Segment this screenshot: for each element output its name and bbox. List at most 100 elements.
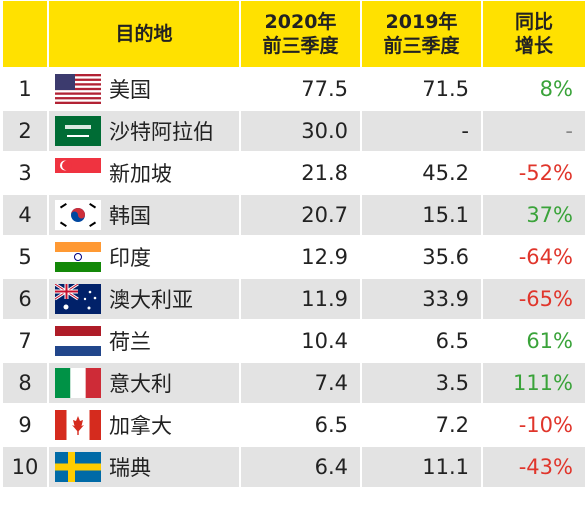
netherlands-flag-icon — [55, 326, 101, 356]
ranking-table: 目的地 2020年 前三季度 2019年 前三季度 同比 增长 1 美国 77.5 7… — [3, 1, 587, 489]
rank-cell: 8 — [3, 363, 49, 405]
rank-cell: 4 — [3, 195, 49, 237]
header-2019-line2: 前三季度 — [383, 35, 460, 57]
value-2019-cell: 45.2 — [362, 153, 483, 195]
value-2020-cell: 10.4 — [241, 321, 362, 363]
country-cell: 美国 — [49, 69, 241, 111]
country-wrap: 新加坡 — [49, 158, 239, 188]
rank-cell: 5 — [3, 237, 49, 279]
country-name: 意大利 — [109, 372, 172, 396]
value-2019-cell: 33.9 — [362, 279, 483, 321]
saudi-flag-icon — [55, 116, 101, 146]
value-2019-cell: - — [362, 111, 483, 153]
value-2019-cell: 6.5 — [362, 321, 483, 363]
country-wrap: 澳大利亚 — [49, 284, 239, 314]
country-name: 澳大利亚 — [109, 288, 193, 312]
rank-cell: 1 — [3, 69, 49, 111]
country-wrap: 加拿大 — [49, 410, 239, 440]
singapore-flag-icon — [55, 158, 101, 188]
value-2019-cell: 7.2 — [362, 405, 483, 447]
growth-cell: -64% — [483, 237, 587, 279]
country-cell: 沙特阿拉伯 — [49, 111, 241, 153]
australia-flag-icon — [55, 284, 101, 314]
country-cell: 加拿大 — [49, 405, 241, 447]
header-growth-line2: 增长 — [514, 35, 553, 57]
country-wrap: 印度 — [49, 242, 239, 272]
value-2020-cell: 7.4 — [241, 363, 362, 405]
country-wrap: 韩国 — [49, 200, 239, 230]
header-2020: 2020年 前三季度 — [241, 1, 362, 69]
country-cell: 意大利 — [49, 363, 241, 405]
table-row: 3 新加坡 21.8 45.2 -52% — [3, 153, 587, 195]
value-2020-cell: 12.9 — [241, 237, 362, 279]
header-2019: 2019年 前三季度 — [362, 1, 483, 69]
header-growth: 同比 增长 — [483, 1, 587, 69]
table-row: 2 沙特阿拉伯 30.0- - — [3, 111, 587, 153]
header-2020-line2: 前三季度 — [262, 35, 339, 57]
value-2020-cell: 30.0 — [241, 111, 362, 153]
country-name: 印度 — [109, 246, 151, 270]
country-cell: 韩国 — [49, 195, 241, 237]
country-name: 荷兰 — [109, 330, 151, 354]
country-wrap: 意大利 — [49, 368, 239, 398]
header-2020-line1: 2020年 — [264, 11, 337, 33]
country-cell: 新加坡 — [49, 153, 241, 195]
rank-cell: 3 — [3, 153, 49, 195]
growth-cell: -10% — [483, 405, 587, 447]
country-name: 瑞典 — [109, 456, 151, 480]
country-wrap: 瑞典 — [49, 452, 239, 482]
canada-flag-icon — [55, 410, 101, 440]
rank-cell: 9 — [3, 405, 49, 447]
value-2020-cell: 77.5 — [241, 69, 362, 111]
value-2019-cell: 71.5 — [362, 69, 483, 111]
table-row: 4 韩国 20.7 15.1 37% — [3, 195, 587, 237]
country-wrap: 沙特阿拉伯 — [49, 116, 239, 146]
header-2019-line1: 2019年 — [385, 11, 458, 33]
india-flag-icon — [55, 242, 101, 272]
header-country: 目的地 — [49, 1, 241, 69]
country-wrap: 美国 — [49, 74, 239, 104]
growth-cell: 37% — [483, 195, 587, 237]
table-header-row: 目的地 2020年 前三季度 2019年 前三季度 同比 增长 — [3, 1, 587, 69]
value-2020-cell: 6.4 — [241, 447, 362, 489]
rank-cell: 7 — [3, 321, 49, 363]
country-name: 沙特阿拉伯 — [109, 120, 214, 144]
growth-cell: -65% — [483, 279, 587, 321]
table-row: 6 澳大利亚 11.9 33.9 -65% — [3, 279, 587, 321]
value-2019-cell: 15.1 — [362, 195, 483, 237]
country-name: 新加坡 — [109, 162, 172, 186]
rank-cell: 2 — [3, 111, 49, 153]
rank-cell: 6 — [3, 279, 49, 321]
country-wrap: 荷兰 — [49, 326, 239, 356]
country-cell: 荷兰 — [49, 321, 241, 363]
value-2020-cell: 11.9 — [241, 279, 362, 321]
growth-cell: 8% — [483, 69, 587, 111]
table-row: 5 印度 12.9 35.6 -64% — [3, 237, 587, 279]
value-2020-cell: 21.8 — [241, 153, 362, 195]
country-cell: 瑞典 — [49, 447, 241, 489]
korea-flag-icon — [55, 200, 101, 230]
country-name: 韩国 — [109, 204, 151, 228]
growth-cell: -43% — [483, 447, 587, 489]
growth-cell: 111% — [483, 363, 587, 405]
growth-cell: -52% — [483, 153, 587, 195]
growth-cell: 61% — [483, 321, 587, 363]
table-row: 9 加拿大 6.5 7.2 -10% — [3, 405, 587, 447]
value-2020-cell: 20.7 — [241, 195, 362, 237]
country-name: 美国 — [109, 78, 151, 102]
rank-cell: 10 — [3, 447, 49, 489]
country-cell: 澳大利亚 — [49, 279, 241, 321]
value-2019-cell: 11.1 — [362, 447, 483, 489]
country-cell: 印度 — [49, 237, 241, 279]
value-2019-cell: 3.5 — [362, 363, 483, 405]
table-row: 10 瑞典 6.4 11.1 -43% — [3, 447, 587, 489]
sweden-flag-icon — [55, 452, 101, 482]
table-row: 8 意大利 7.4 3.5 111% — [3, 363, 587, 405]
growth-cell: - — [483, 111, 587, 153]
table-row: 1 美国 77.5 71.5 8% — [3, 69, 587, 111]
header-rank — [3, 1, 49, 69]
italy-flag-icon — [55, 368, 101, 398]
table-row: 7 荷兰 10.4 6.5 61% — [3, 321, 587, 363]
header-growth-line1: 同比 — [514, 11, 553, 33]
